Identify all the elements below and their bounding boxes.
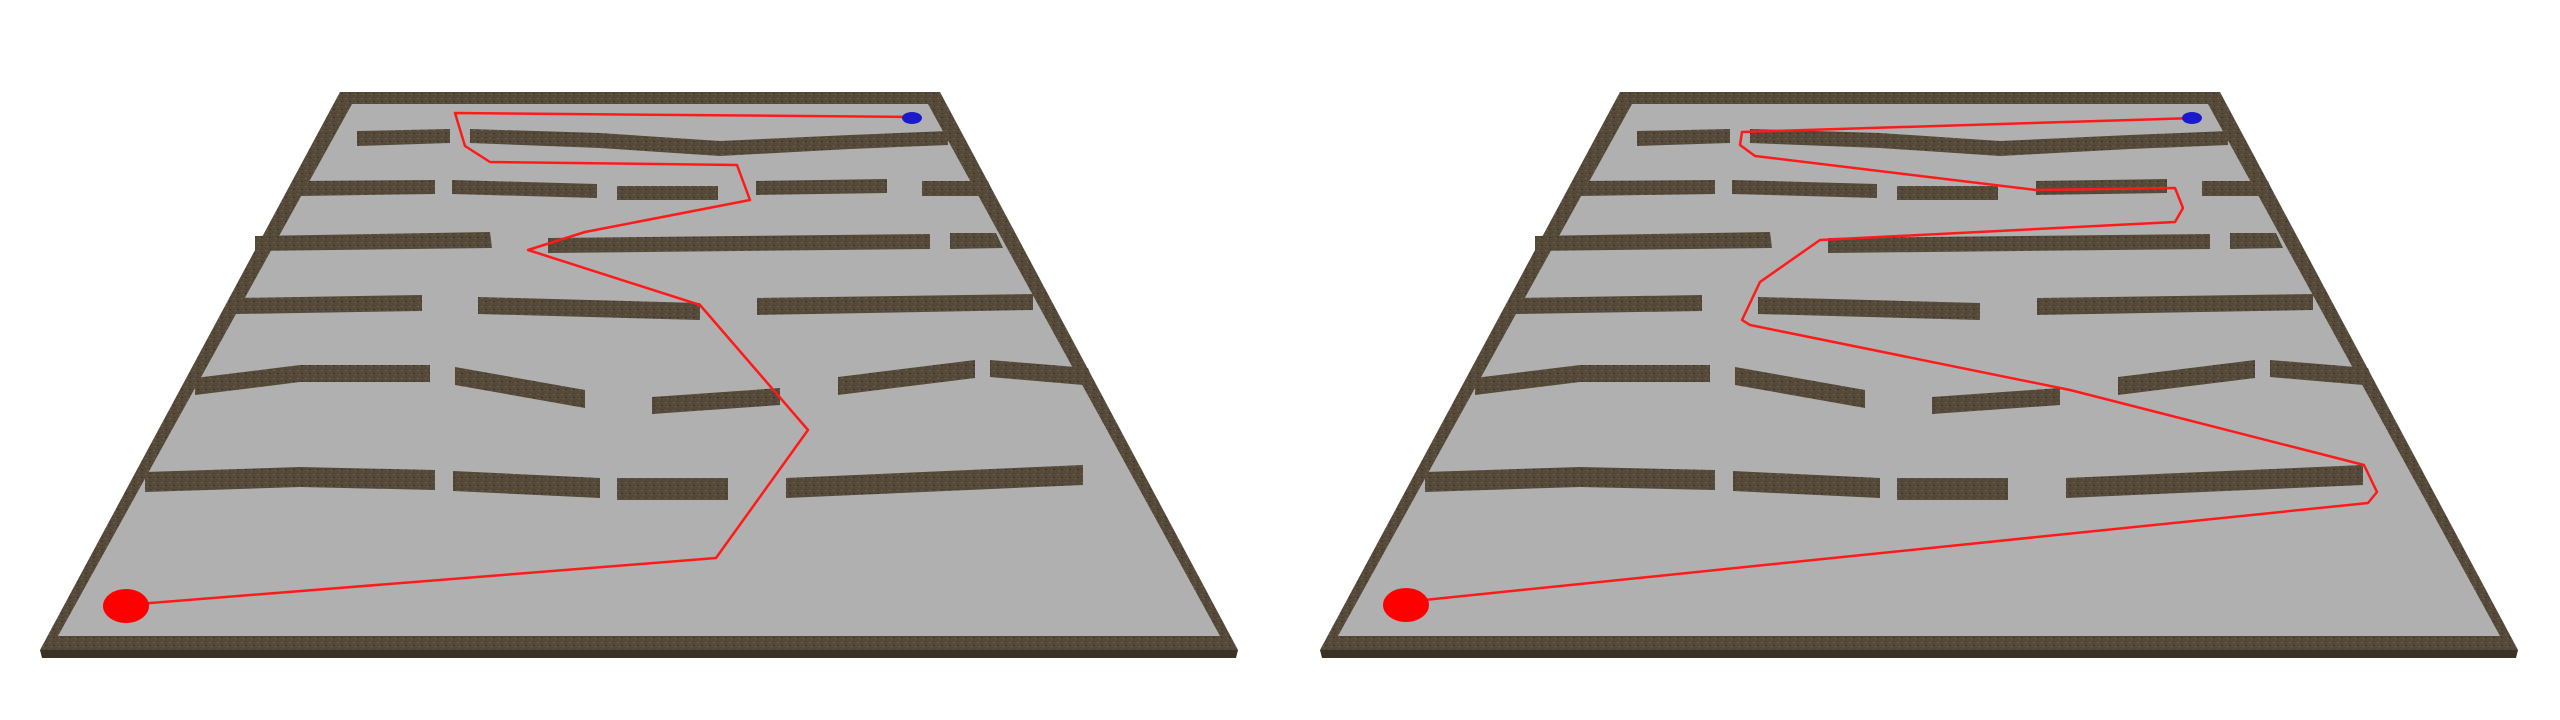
maze-wall xyxy=(786,465,1083,498)
maze-wall xyxy=(757,294,1033,315)
maze-wall xyxy=(617,186,718,200)
maze-panel-left xyxy=(40,92,1238,658)
maze-wall xyxy=(2202,181,2274,196)
maze-wall xyxy=(455,367,585,408)
maze-wall xyxy=(2037,294,2313,315)
maze-wall xyxy=(1828,234,2210,253)
maze-wall xyxy=(1750,129,2228,156)
start-marker xyxy=(1383,588,1429,622)
maze-wall xyxy=(1897,478,2008,500)
maze-wall xyxy=(1475,365,1710,395)
maze-wall xyxy=(2230,233,2283,249)
goal-marker xyxy=(2182,112,2202,124)
maze-wall xyxy=(470,129,948,156)
maze-walls xyxy=(1425,129,2375,500)
maze-wall xyxy=(652,388,780,414)
maze-wall xyxy=(2118,360,2255,395)
maze-wall xyxy=(478,297,700,320)
maze-wall xyxy=(235,295,422,314)
maze-wall xyxy=(357,129,450,146)
maze-wall xyxy=(1580,180,1715,196)
maze-wall xyxy=(1735,367,1865,408)
maze-wall xyxy=(2270,360,2375,386)
maze-wall xyxy=(838,360,975,395)
maze-wall xyxy=(1897,186,1998,200)
maze-border-front-edge xyxy=(1320,650,2518,658)
maze-panel-right xyxy=(1320,92,2518,658)
maze-wall xyxy=(1425,467,1715,492)
maze-wall xyxy=(1932,388,2060,414)
maze-wall xyxy=(1732,180,1877,198)
maze-border-front-edge xyxy=(40,650,1238,658)
maze-wall xyxy=(195,365,430,395)
maze-wall xyxy=(2066,465,2363,498)
maze-wall xyxy=(1733,471,1880,498)
maze-wall xyxy=(548,234,930,253)
goal-marker xyxy=(902,112,922,124)
maze-wall xyxy=(922,181,994,196)
maze-wall xyxy=(950,233,1003,249)
maze-wall xyxy=(452,180,597,198)
maze-wall xyxy=(145,467,435,492)
maze-wall xyxy=(1535,232,1772,251)
maze-wall xyxy=(756,179,887,195)
solution-path xyxy=(124,111,916,607)
maze-wall xyxy=(1515,295,1702,314)
solution-path xyxy=(1404,116,2379,604)
maze-walls xyxy=(145,129,1095,500)
maze-wall xyxy=(990,360,1095,386)
maze-wall xyxy=(1758,297,1980,320)
start-marker xyxy=(103,589,149,623)
maze-wall xyxy=(2036,179,2167,195)
maze-wall xyxy=(453,471,600,498)
maze-wall xyxy=(1637,129,1730,146)
maze-wall xyxy=(617,478,728,500)
maze-wall xyxy=(255,232,492,251)
maze-wall xyxy=(300,180,435,196)
